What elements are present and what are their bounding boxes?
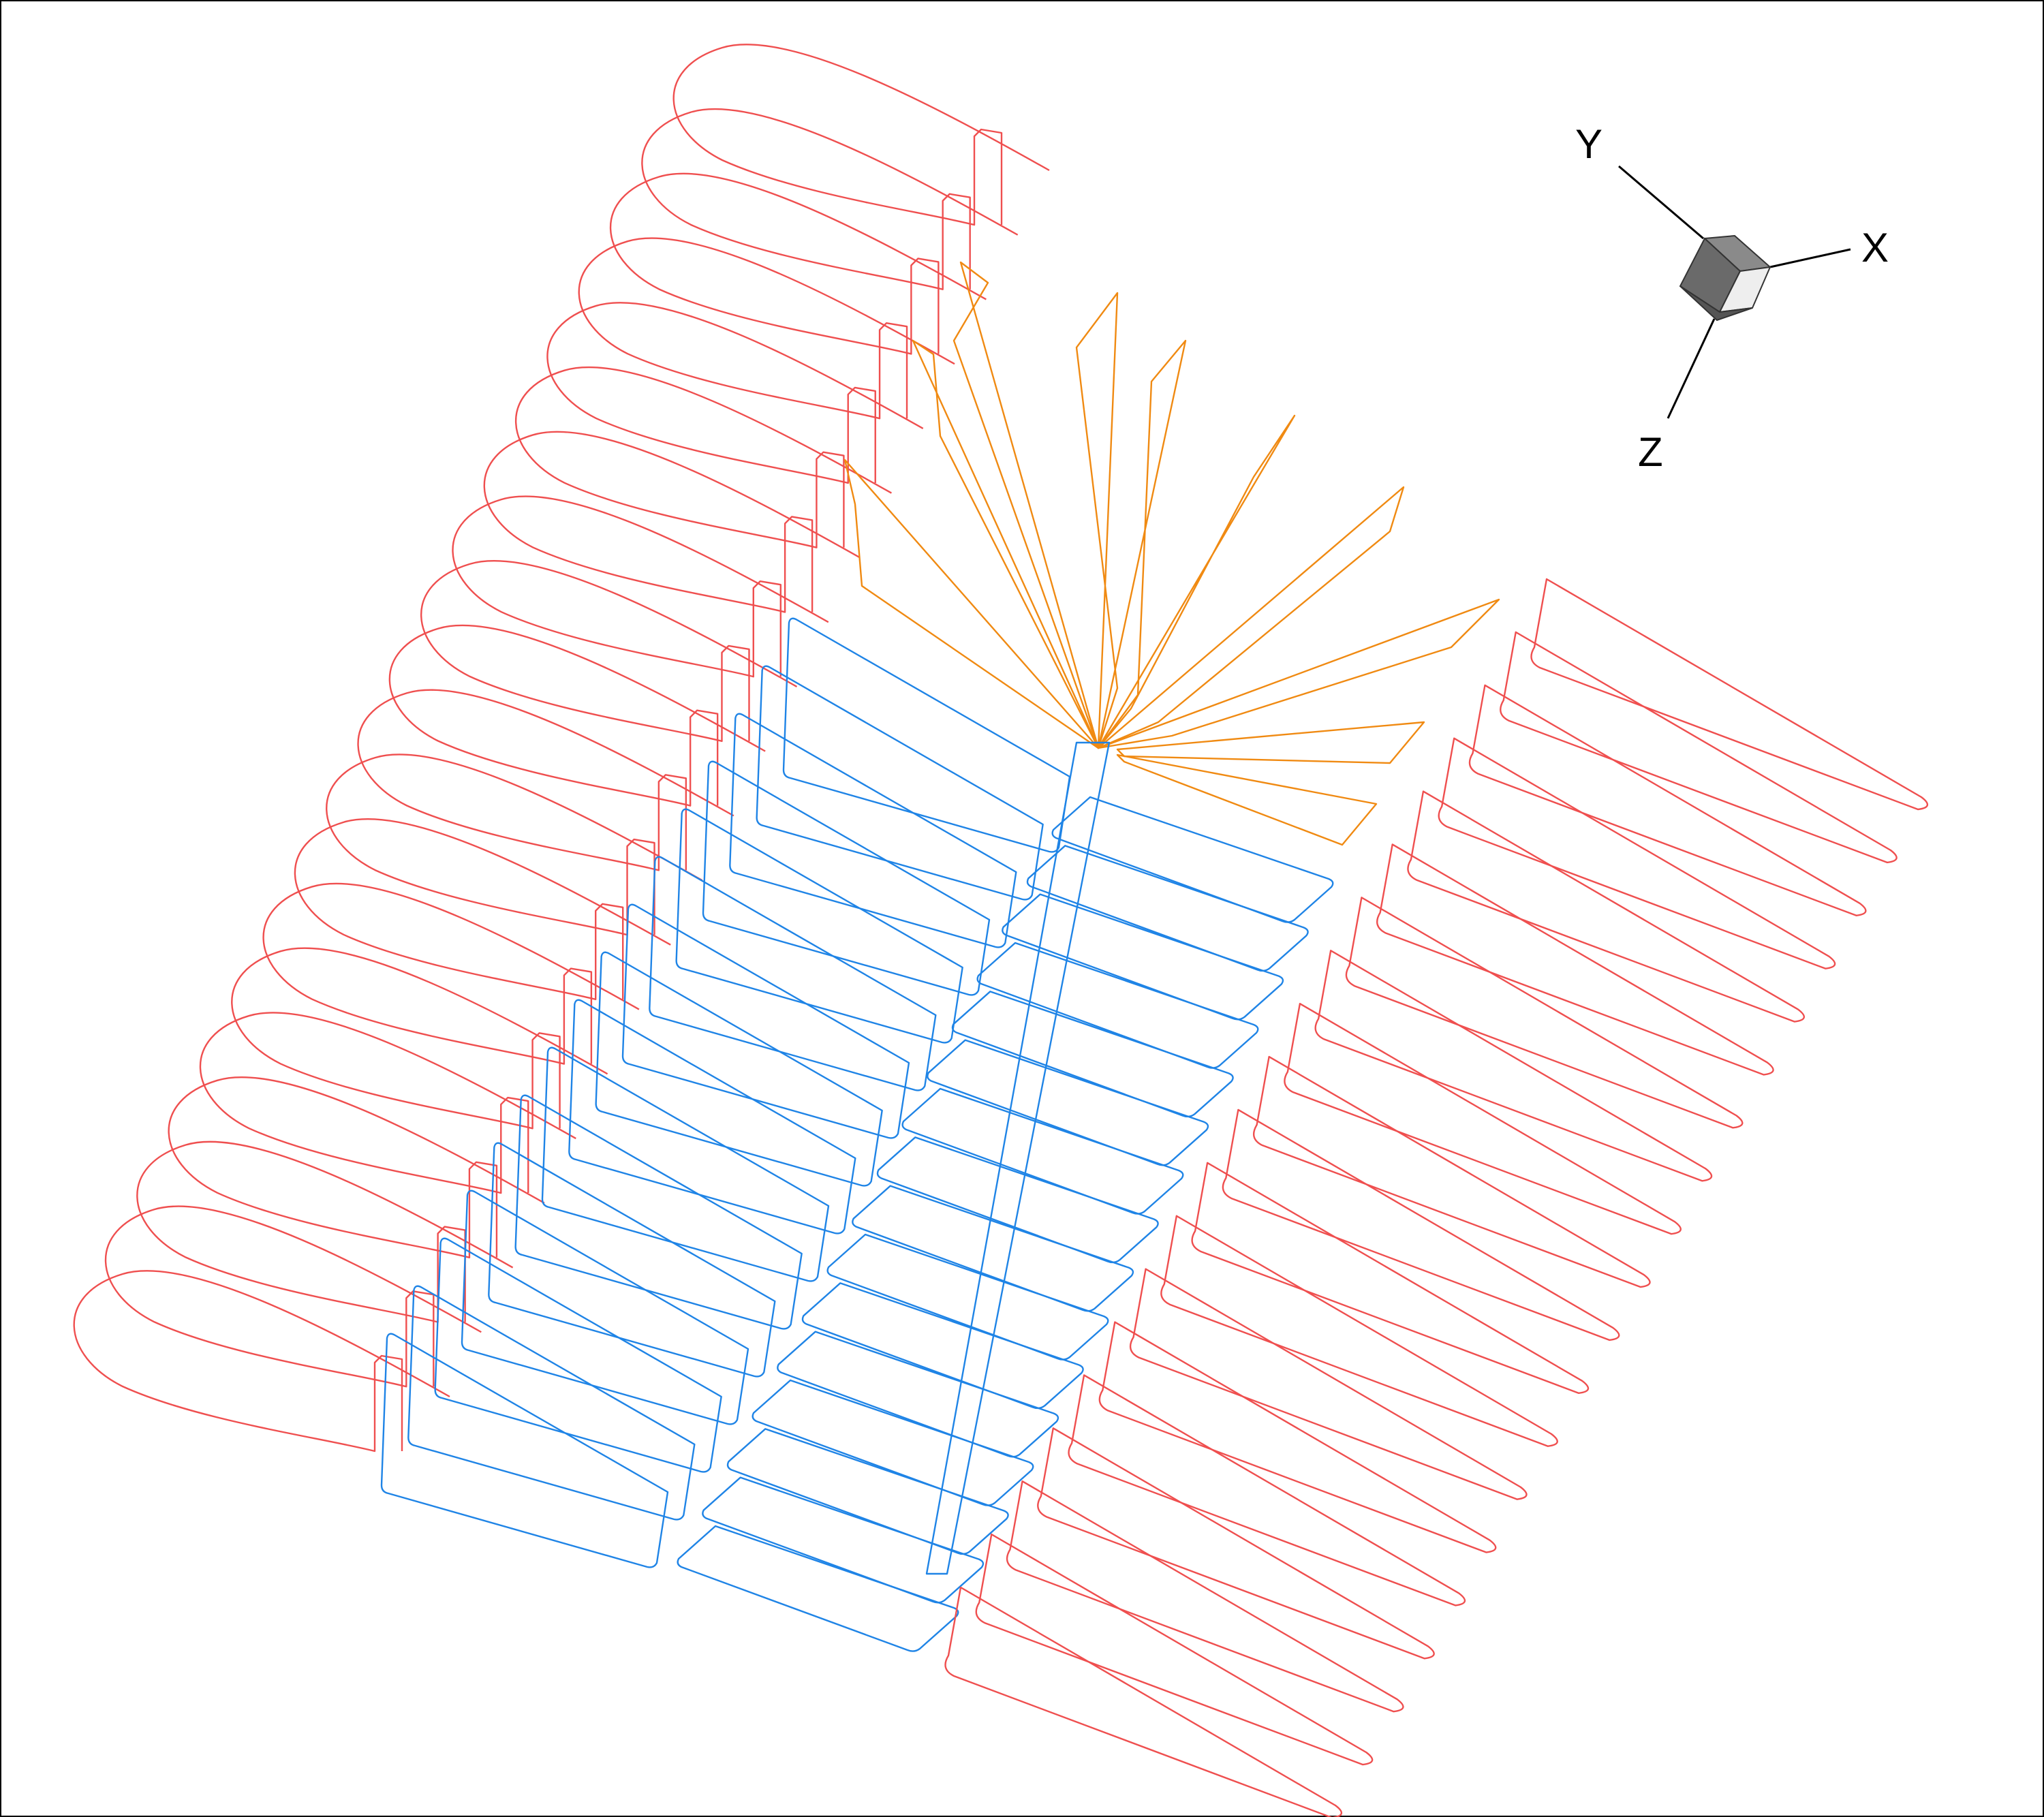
inner-left-section bbox=[621, 903, 910, 1139]
inner-left-section bbox=[407, 1285, 696, 1521]
outer-left-section bbox=[326, 754, 703, 936]
outer-left-section bbox=[73, 1270, 450, 1453]
central-spine bbox=[925, 741, 1111, 1575]
outer-left-section bbox=[136, 1140, 514, 1323]
inner-left-section bbox=[649, 856, 937, 1091]
inner-left-section bbox=[702, 760, 991, 996]
outer-left-section bbox=[388, 624, 766, 807]
outer-left-section bbox=[231, 947, 608, 1130]
inner-left-section bbox=[461, 1190, 749, 1425]
outer-left-section bbox=[641, 108, 1019, 290]
outer-left-section bbox=[199, 1012, 576, 1194]
inner-left-section bbox=[434, 1237, 722, 1473]
inner-right-section bbox=[677, 1525, 959, 1652]
outer-right-section bbox=[1068, 1374, 1466, 1606]
outer-left-section bbox=[104, 1205, 482, 1388]
inner-right-section bbox=[901, 1087, 1184, 1215]
y-axis-line bbox=[1618, 165, 1704, 240]
z-axis-label: Z bbox=[1638, 429, 1663, 475]
fan-section bbox=[1097, 486, 1405, 749]
outer-right-section bbox=[1160, 1215, 1558, 1447]
fan-section bbox=[1097, 339, 1187, 749]
3d-cube-icon bbox=[1679, 234, 1772, 322]
outer-right-section bbox=[1129, 1268, 1528, 1500]
outer-right-section bbox=[1345, 897, 1744, 1129]
inner-sections bbox=[380, 617, 1334, 1652]
outer-right-section bbox=[1284, 1002, 1682, 1235]
inner-right-section bbox=[976, 942, 1259, 1069]
inner-right-section bbox=[876, 1136, 1159, 1264]
inner-left-section bbox=[541, 1046, 830, 1282]
inner-right-section bbox=[927, 1039, 1209, 1166]
outer-left-section bbox=[609, 172, 987, 355]
inner-right-section bbox=[777, 1331, 1059, 1458]
outer-left-section bbox=[262, 882, 640, 1065]
inner-right-section bbox=[1026, 845, 1309, 972]
outer-right-section bbox=[1098, 1321, 1497, 1553]
fan-section bbox=[912, 339, 1100, 749]
fan-section bbox=[1116, 721, 1425, 764]
fan-section bbox=[1116, 754, 1378, 846]
fan-section bbox=[1097, 598, 1500, 749]
outer-left-section bbox=[452, 495, 829, 678]
orientation-triad: Y X Z bbox=[1575, 121, 1889, 475]
fan-section bbox=[843, 459, 1100, 749]
inner-left-section bbox=[380, 1333, 669, 1568]
outer-right-section bbox=[1500, 631, 1898, 864]
outer-left-section bbox=[294, 818, 671, 1001]
fan-section bbox=[1075, 292, 1119, 749]
outer-right-section bbox=[1407, 790, 1805, 1023]
fan-section bbox=[953, 261, 1100, 749]
inner-right-section bbox=[801, 1282, 1084, 1410]
inner-right-section bbox=[951, 991, 1234, 1118]
inner-left-section bbox=[729, 713, 1017, 948]
inner-left-section bbox=[568, 999, 856, 1234]
z-axis-line bbox=[1667, 318, 1716, 419]
inner-left-section bbox=[756, 665, 1044, 901]
fan-sections bbox=[843, 261, 1500, 846]
outer-left-section bbox=[420, 560, 798, 743]
outer-right-section bbox=[1314, 950, 1713, 1182]
outer-right-section bbox=[1222, 1108, 1620, 1341]
outer-right-section bbox=[1376, 843, 1774, 1076]
inner-left-section bbox=[675, 808, 963, 1044]
inner-right-section bbox=[726, 1428, 1009, 1555]
outer-right-section bbox=[1438, 737, 1836, 969]
outer-right-sections bbox=[944, 578, 1928, 1817]
inner-right-section bbox=[752, 1379, 1034, 1506]
outer-left-section bbox=[546, 302, 924, 484]
outer-right-section bbox=[1468, 684, 1867, 916]
y-axis-label: Y bbox=[1575, 121, 1602, 167]
outer-left-section bbox=[514, 366, 893, 548]
fan-section bbox=[1097, 414, 1296, 749]
outer-right-section bbox=[1006, 1480, 1404, 1713]
outer-right-section bbox=[1252, 1055, 1651, 1288]
inner-left-section bbox=[514, 1094, 803, 1330]
outer-left-section bbox=[672, 44, 1050, 226]
inner-left-section bbox=[782, 617, 1071, 853]
outer-left-section bbox=[168, 1076, 545, 1258]
outer-right-section bbox=[1191, 1162, 1590, 1395]
x-axis-label: X bbox=[1861, 225, 1889, 270]
inner-left-section bbox=[595, 951, 883, 1187]
outer-right-section bbox=[1530, 578, 1928, 811]
x-axis-line bbox=[1769, 248, 1851, 268]
outer-left-section bbox=[483, 431, 861, 613]
inner-left-section bbox=[488, 1142, 776, 1378]
inner-right-section bbox=[1002, 893, 1284, 1021]
outer-right-section bbox=[944, 1586, 1342, 1817]
outer-right-section bbox=[1037, 1427, 1435, 1660]
outer-left-sections bbox=[73, 44, 1050, 1453]
outer-right-section bbox=[975, 1533, 1374, 1766]
outer-left-section bbox=[578, 237, 955, 420]
outer-left-section bbox=[357, 689, 734, 871]
